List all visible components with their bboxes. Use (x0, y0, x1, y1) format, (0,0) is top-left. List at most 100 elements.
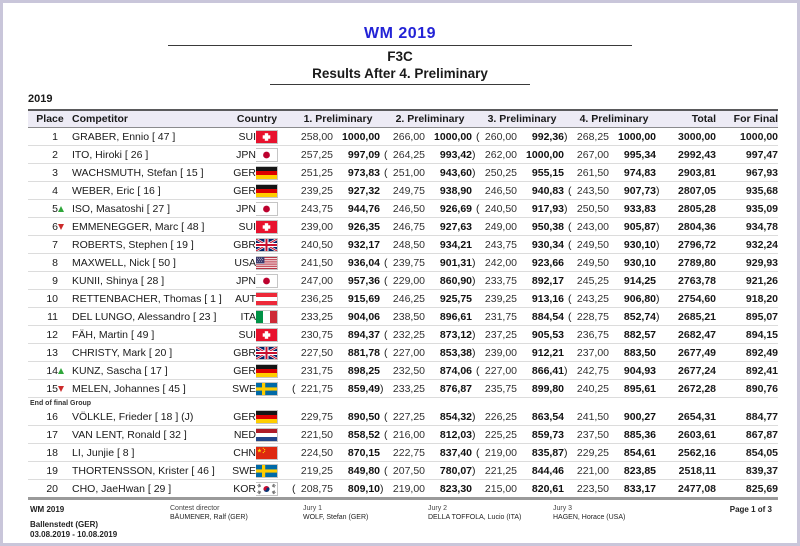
normalized-points: 923,66 (531, 256, 565, 269)
jury1-label: Jury 1 (303, 505, 323, 512)
normalized-points: 926,35 (347, 220, 381, 233)
flag-gbr-icon (256, 236, 292, 254)
normalized-points: 883,50 (623, 346, 657, 359)
footer-contest-director: Contest director BÄUMENER, Ralf (GER) (170, 504, 248, 523)
place-cell: 10 (46, 292, 58, 305)
flag-swe-icon (256, 462, 292, 480)
prelim-4-cell: 237,50 885,36 (568, 426, 660, 444)
paren-close: ) (472, 328, 476, 341)
prelim-1-cell: 231,75 898,25 (292, 362, 384, 380)
prelim-2-cell: 246,25 925,75 (384, 290, 476, 308)
normalized-points: 1000,00 (526, 148, 565, 161)
normalized-points: 866,41 (531, 364, 565, 377)
raw-score: 227,00 (392, 346, 426, 359)
normalized-points: 930,34 (531, 238, 565, 251)
normalized-points: 852,74 (623, 310, 657, 323)
raw-score: 243,75 (300, 202, 334, 215)
prelim-4-cell: 261,50 974,83 (568, 164, 660, 182)
normalized-points: 997,09 (347, 148, 381, 161)
raw-score: 251,25 (300, 166, 334, 179)
normalized-points: 780,07 (439, 464, 473, 477)
trend-up-icon (58, 205, 64, 212)
competitor-cell: THORTENSSON, Krister [ 46 ] (72, 464, 215, 477)
normalized-points: 870,15 (347, 446, 381, 459)
normalized-points: 992,36 (531, 130, 565, 143)
trend-cell (58, 200, 72, 218)
normalized-points: 906,80 (623, 292, 657, 305)
competitor-cell: CHO, JaeHwan [ 29 ] (72, 482, 172, 495)
trend-cell (58, 164, 72, 182)
normalized-points: 876,87 (439, 382, 473, 395)
prelim-4-cell: (243,50 907,73) (568, 182, 660, 200)
raw-score: 264,25 (392, 148, 426, 161)
table-row: 7 ROBERTS, Stephen [ 19 ] GBR 240,50 932,17 2… (28, 236, 779, 254)
total-cell: 2477,08 (678, 482, 717, 495)
for-final-cell: 825,69 (745, 482, 779, 495)
competitor-cell: ITO, Hiroki [ 26 ] (72, 148, 149, 161)
normalized-points: 890,50 (347, 410, 381, 423)
country-code: GER (233, 364, 257, 377)
raw-score: 239,25 (484, 292, 518, 305)
flag-jpn-icon (256, 272, 292, 290)
prelim-4-cell: 268,25 1000,00 (568, 128, 660, 146)
table-row: 11 DEL LUNGO, Alessandro [ 23 ] ITA 233,25 9… (28, 308, 779, 326)
prelim-3-cell: 221,25 844,46 (476, 462, 568, 480)
prelim-3-cell: 262,00 1000,00 (476, 146, 568, 164)
prelim-1-cell: 236,25 915,69 (292, 290, 384, 308)
raw-score: 231,75 (484, 310, 518, 323)
normalized-points: 1000,00 (434, 130, 473, 143)
prelim-1-cell: 239,25 927,32 (292, 182, 384, 200)
raw-score: 260,00 (484, 130, 518, 143)
for-final-cell: 890,76 (745, 382, 779, 395)
trend-cell (58, 308, 72, 326)
normalized-points: 973,83 (347, 166, 381, 179)
footer-jury3: Jury 3 HAGEN, Horace (USA) (553, 504, 625, 523)
raw-score: 239,00 (300, 220, 334, 233)
raw-score: 243,75 (484, 238, 518, 251)
paren-open: ( (476, 364, 480, 377)
raw-score: 227,25 (392, 410, 426, 423)
raw-score: 229,75 (300, 410, 334, 423)
flag-ita-icon (256, 308, 292, 326)
for-final-cell: 935,09 (745, 202, 779, 215)
table-row: 1 GRABER, Ennio [ 47 ] SUI 258,00 1000,00 266… (28, 128, 779, 146)
competitor-cell: KUNZ, Sascha [ 17 ] (72, 364, 168, 377)
paren-open: ( (384, 166, 388, 179)
country-code: SUI (238, 130, 257, 143)
prelim-2-cell: (227,00 853,38) (384, 344, 476, 362)
prelim-4-cell: 267,00 995,34 (568, 146, 660, 164)
paren-open: ( (292, 382, 296, 395)
raw-score: 235,75 (484, 382, 518, 395)
prelim-4-cell: 240,25 895,61 (568, 380, 660, 398)
table-row: 14 KUNZ, Sascha [ 17 ] GER 231,75 898,25 232,… (28, 362, 779, 380)
raw-score: 239,00 (484, 346, 518, 359)
normalized-points: 957,36 (347, 274, 381, 287)
normalized-points: 874,06 (439, 364, 473, 377)
prelim-2-cell: 246,50 926,69 (384, 200, 476, 218)
raw-score: 249,50 (576, 238, 610, 251)
trend-cell (58, 290, 72, 308)
prelim-4-cell: 221,00 823,85 (568, 462, 660, 480)
table-row: 13 CHRISTY, Mark [ 20 ] GBR 227,50 881,78(22… (28, 344, 779, 362)
for-final-cell: 884,77 (745, 410, 779, 423)
flag-ger-icon (256, 182, 292, 200)
paren-open: ( (568, 310, 572, 323)
table-row: 17 VAN LENT, Ronald [ 32 ] NED 221,50 858,52… (28, 426, 779, 444)
competitor-cell: VAN LENT, Ronald [ 32 ] (72, 428, 187, 441)
normalized-points: 993,42 (439, 148, 473, 161)
normalized-points: 943,60 (439, 166, 473, 179)
place-cell: 6 (52, 220, 58, 233)
page-subtitle: Results After 4. Preliminary (270, 66, 530, 85)
normalized-points: 849,80 (347, 464, 381, 477)
prelim-4-cell: 223,50 833,17 (568, 480, 660, 499)
raw-score: 240,50 (300, 238, 334, 251)
trend-cell (58, 326, 72, 344)
country-code: USA (234, 256, 257, 269)
total-cell: 2804,36 (678, 220, 717, 233)
for-final-cell: 929,93 (745, 256, 779, 269)
flag-sui-icon (256, 128, 292, 146)
place-cell: 15 (46, 382, 58, 395)
normalized-points: 995,34 (623, 148, 657, 161)
table-row: 8 MAXWELL, Nick [ 50 ] USA 241,50 936,04(239… (28, 254, 779, 272)
table-row: 16 VÖLKLE, Frieder [ 18 ] (J) GER 229,75 890… (28, 408, 779, 426)
